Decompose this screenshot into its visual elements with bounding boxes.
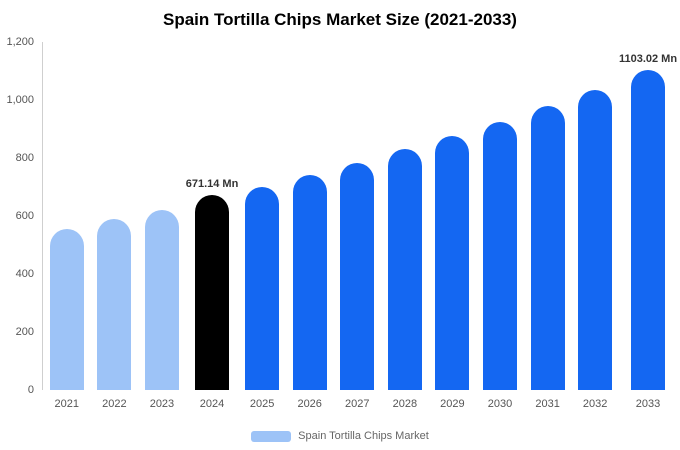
legend-label: Spain Tortilla Chips Market [298,430,429,442]
bar-2024[interactable] [195,195,230,390]
bar-column: 2032 [571,42,619,410]
legend[interactable]: Spain Tortilla Chips Market [0,430,680,442]
bars-container: 2021 2022 2023 671.14 Mn 2024 2025 2026 2027 202… [43,42,678,410]
bar-column: 2026 [286,42,334,410]
bar-2022[interactable] [97,218,132,390]
bar-2033[interactable] [631,70,665,390]
bar-column: 2022 [91,42,139,410]
bar-column: 2031 [524,42,572,410]
x-axis-label: 2024 [199,398,225,410]
chart-title: Spain Tortilla Chips Market Size (2021-2… [163,10,517,29]
x-axis-label: 2023 [149,398,175,410]
x-axis-label: 2033 [635,398,661,410]
plot-area: 2021 2022 2023 671.14 Mn 2024 2025 2026 2027 202… [42,42,678,410]
bar-column: 2028 [381,42,429,410]
x-axis-label: 2027 [345,398,370,410]
y-tick-label: 600 [15,210,34,222]
bar-2029[interactable] [435,136,470,390]
y-tick-label: 200 [15,326,34,338]
bar-2027[interactable] [340,163,375,390]
bar-column: 2025 [238,42,286,410]
bar-2025[interactable] [245,187,280,390]
x-axis-label: 2028 [392,398,418,410]
x-axis-label: 2029 [440,398,465,410]
bar-2023[interactable] [144,209,179,390]
x-axis-label: 2021 [54,398,80,410]
legend-swatch-icon [251,430,292,442]
bar-2032[interactable] [578,89,613,390]
y-tick-label: 800 [15,152,34,164]
y-tick-label: 0 [27,384,34,396]
bar-2021[interactable] [49,229,84,390]
x-axis-label: 2031 [535,398,560,410]
x-axis-label: 2032 [582,398,608,410]
bar-2031[interactable] [530,106,565,390]
bar-value-label: 671.14 Mn [185,178,239,191]
y-tick-label: 1,000 [6,94,34,106]
y-axis: 0 200 400 600 800 1,000 1,200 [0,36,38,396]
y-tick-label: 1,200 [6,36,34,48]
bar-column: 2030 [476,42,524,410]
bar-column: 2023 [138,42,186,410]
bar-column: 1103.02 Mn 2033 [618,42,678,410]
x-axis-label: 2022 [102,398,127,410]
bar-column: 2029 [429,42,477,410]
bar-2028[interactable] [387,149,422,390]
bar-column: 671.14 Mn 2024 [185,42,239,410]
bar-2026[interactable] [292,174,327,390]
bar-2030[interactable] [483,121,517,390]
x-axis-label: 2025 [249,398,275,410]
y-tick-label: 400 [15,268,34,280]
x-axis-label: 2026 [297,398,322,410]
bar-value-label: 1103.02 Mn [618,53,678,66]
x-axis-label: 2030 [487,398,513,410]
bar-column: 2027 [333,42,381,410]
bar-column: 2021 [43,42,91,410]
